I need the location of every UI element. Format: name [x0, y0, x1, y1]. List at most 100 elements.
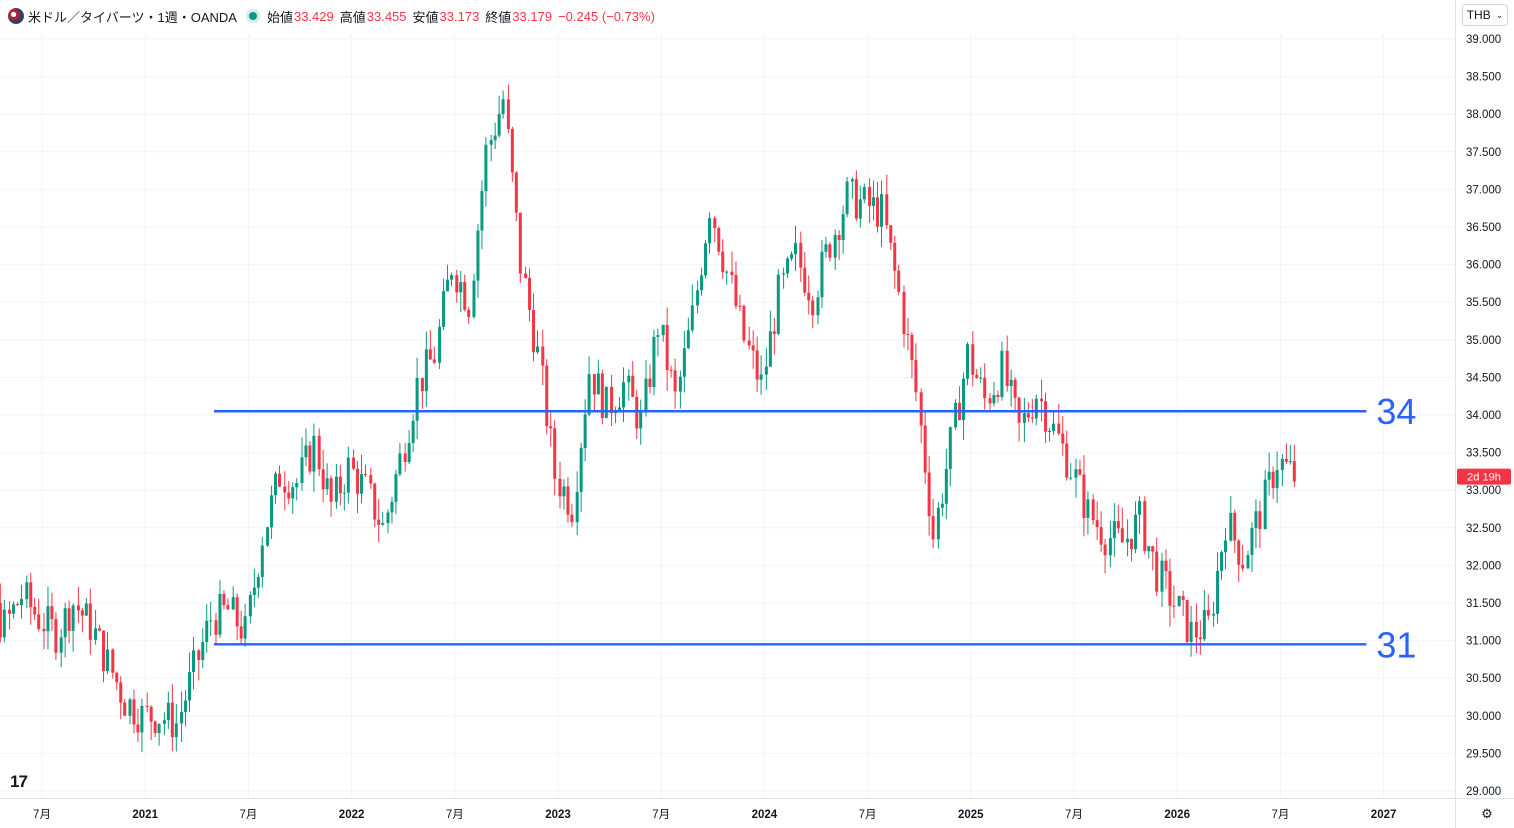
- candle: [811, 296, 815, 329]
- candle: [717, 226, 721, 256]
- candle: [29, 573, 33, 625]
- candle: [575, 471, 579, 536]
- candle: [1246, 550, 1250, 569]
- settings-gear-icon[interactable]: ⚙: [1481, 806, 1493, 821]
- close-value: 33.179: [512, 8, 553, 24]
- candle: [438, 319, 442, 369]
- candle: [1168, 558, 1172, 627]
- candle: [209, 601, 213, 637]
- y-tick-label: 34.500: [1466, 372, 1501, 384]
- x-tick-label: 7月: [652, 809, 670, 821]
- candle: [799, 231, 803, 282]
- candle: [988, 392, 992, 412]
- candle: [837, 230, 841, 260]
- candle: [661, 324, 665, 342]
- candle: [1229, 496, 1233, 542]
- candle: [902, 285, 906, 348]
- currency-selector[interactable]: THB ⌄: [1462, 4, 1508, 26]
- candle: [1005, 335, 1009, 392]
- candle: [656, 328, 660, 357]
- candle: [730, 251, 734, 284]
- open-label: 始値: [266, 9, 293, 25]
- candle: [652, 329, 656, 396]
- candle: [8, 601, 12, 630]
- candle: [484, 137, 488, 207]
- candle: [403, 443, 407, 472]
- candle: [1061, 416, 1065, 457]
- candle: [1120, 507, 1124, 543]
- candle: [235, 593, 239, 641]
- candle: [71, 603, 75, 652]
- candle: [807, 275, 811, 315]
- candle: [338, 465, 342, 506]
- grid-layer: [0, 34, 1455, 798]
- usd-thb-flag-icon: [8, 8, 24, 24]
- candle: [1198, 620, 1202, 655]
- candle: [84, 597, 88, 617]
- symbol-title[interactable]: 米ドル／タイバーツ・1週・OANDA: [28, 9, 237, 25]
- candle: [252, 568, 256, 607]
- candle: [1185, 599, 1189, 646]
- candle: [524, 266, 528, 279]
- x-tick-label: 7月: [859, 809, 877, 821]
- candle: [923, 410, 927, 484]
- candle: [94, 610, 98, 645]
- candle: [54, 612, 58, 661]
- candle: [541, 329, 545, 386]
- candle: [205, 604, 209, 653]
- candle: [562, 479, 566, 510]
- candle: [1151, 545, 1155, 571]
- y-tick-label: 32.000: [1466, 560, 1501, 572]
- tradingview-logo[interactable]: 17: [10, 772, 28, 792]
- candle: [317, 428, 321, 477]
- candle: [858, 185, 862, 228]
- chart-header: 米ドル／タイバーツ・1週・OANDA 始値 33.429 高値 33.455 安…: [0, 0, 661, 32]
- candle: [192, 637, 196, 690]
- candle: [42, 612, 46, 650]
- y-tick-label: 36.000: [1466, 260, 1501, 272]
- candle: [816, 290, 820, 325]
- candle: [1065, 430, 1069, 481]
- candle: [180, 691, 184, 743]
- candle: [398, 443, 402, 477]
- candle: [958, 386, 962, 421]
- candle: [1280, 453, 1284, 487]
- candle: [1017, 396, 1021, 442]
- y-tick-label: 30.000: [1466, 711, 1501, 723]
- candle: [369, 467, 373, 489]
- candle: [76, 587, 80, 623]
- candle: [394, 469, 398, 515]
- last-price-badge: 2d 19h: [1457, 468, 1511, 485]
- y-tick-label: 31.500: [1466, 598, 1501, 610]
- x-tick-label: 2022: [339, 809, 365, 821]
- candle: [738, 294, 742, 312]
- market-status-icon: [248, 12, 257, 20]
- y-tick-label: 33.500: [1466, 448, 1501, 460]
- candle: [996, 390, 1000, 403]
- candle: [106, 631, 110, 675]
- candle: [776, 269, 780, 336]
- y-tick-label: 35.000: [1466, 335, 1501, 347]
- y-tick-label: 34.000: [1466, 410, 1501, 422]
- candle: [558, 461, 562, 509]
- candle: [948, 426, 952, 487]
- candle: [270, 485, 274, 539]
- candle: [1000, 341, 1004, 401]
- candle: [587, 356, 591, 417]
- candle: [1126, 519, 1130, 557]
- candle: [420, 377, 424, 409]
- candle: [476, 224, 480, 298]
- candle: [407, 430, 411, 465]
- candle: [46, 586, 50, 650]
- candle: [386, 509, 390, 534]
- candle: [742, 304, 746, 344]
- candle: [786, 256, 790, 278]
- candle: [1009, 369, 1013, 407]
- logo-text: 17: [10, 772, 28, 791]
- candle: [2, 599, 6, 643]
- candle: [321, 450, 325, 503]
- candle: [880, 180, 884, 248]
- candle: [80, 607, 84, 633]
